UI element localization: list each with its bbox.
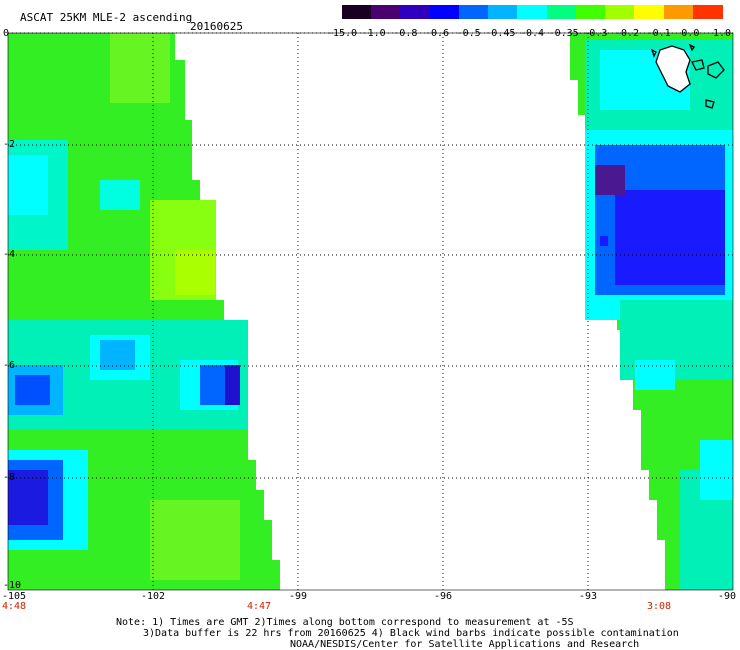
colorbar-label: -15.0	[326, 28, 358, 39]
time-label: 3:08	[646, 601, 672, 612]
swath-patch	[100, 340, 135, 370]
lon-label: -93	[578, 591, 598, 602]
swath-patch	[15, 375, 50, 405]
map-title: ASCAT 25KM MLE-2 ascending	[20, 11, 193, 24]
galapagos-islands	[650, 43, 725, 109]
swath-patch	[635, 360, 675, 390]
colorbar-label: -0.8	[393, 28, 418, 39]
lat-label: -6	[3, 360, 16, 371]
colorbar-segment	[692, 5, 723, 19]
colorbar-label: 1.0	[712, 28, 732, 39]
swath-patch	[100, 180, 140, 210]
lat-label: -2	[3, 139, 16, 150]
colorbar-segment	[429, 5, 460, 19]
lon-label: -96	[433, 591, 453, 602]
colorbar-label: -0.4	[519, 28, 545, 39]
swath-patch	[8, 470, 48, 525]
colorbar-segment	[371, 5, 402, 19]
swath-patch	[600, 236, 608, 246]
swath-patch	[595, 165, 625, 195]
left-swath	[8, 33, 280, 590]
swath-patch	[225, 365, 240, 405]
swath-patch	[110, 33, 170, 103]
footer-note-2: 3)Data buffer is 22 hrs from 20160625 4)…	[143, 628, 679, 639]
colorbar-label: -0.6	[424, 28, 450, 39]
colorbar-label: -0.3	[583, 28, 608, 39]
swath-patch	[700, 440, 733, 500]
colorbar-segment	[634, 5, 665, 19]
colorbar	[342, 5, 723, 19]
lat-label: 0	[3, 28, 10, 39]
swath-patch	[175, 250, 215, 295]
right-swath	[570, 33, 733, 590]
colorbar-segment	[575, 5, 607, 19]
swath-patch	[615, 190, 725, 285]
lon-label: -90	[717, 591, 737, 602]
lat-label: -8	[3, 472, 16, 483]
lat-label: -4	[3, 249, 16, 260]
colorbar-segment	[342, 5, 373, 19]
footer-note-1: Note: 1) Times are GMT 2)Times along bot…	[116, 617, 574, 628]
colorbar-label: -1.0	[361, 28, 386, 39]
time-label: 4:48	[1, 601, 27, 612]
lon-label: -105	[1, 591, 27, 602]
colorbar-segment	[458, 5, 490, 19]
colorbar-label: -0.45	[485, 28, 516, 39]
colorbar-segment	[488, 5, 519, 19]
colorbar-label: -0.35	[548, 28, 579, 39]
colorbar-segment	[663, 5, 694, 19]
colorbar-label: -0.1	[646, 28, 671, 39]
colorbar-segment	[400, 5, 431, 19]
time-label: 4:47	[246, 601, 272, 612]
colorbar-segment	[546, 5, 577, 19]
lat-label: -10	[3, 580, 22, 591]
swath-patch	[8, 155, 48, 215]
colorbar-label: -0.5	[456, 28, 481, 39]
colorbar-segment	[517, 5, 548, 19]
map-frame	[7, 32, 734, 591]
footer-credit: NOAA/NESDIS/Center for Satellite Applica…	[290, 639, 640, 650]
swath-patch	[150, 500, 240, 580]
colorbar-label: 0.0	[681, 28, 700, 39]
colorbar-label: -0.2	[614, 28, 640, 39]
map-date: 20160625	[190, 20, 243, 33]
lon-label: -99	[288, 591, 308, 602]
colorbar-segment	[605, 5, 636, 19]
lon-label: -102	[140, 591, 166, 602]
